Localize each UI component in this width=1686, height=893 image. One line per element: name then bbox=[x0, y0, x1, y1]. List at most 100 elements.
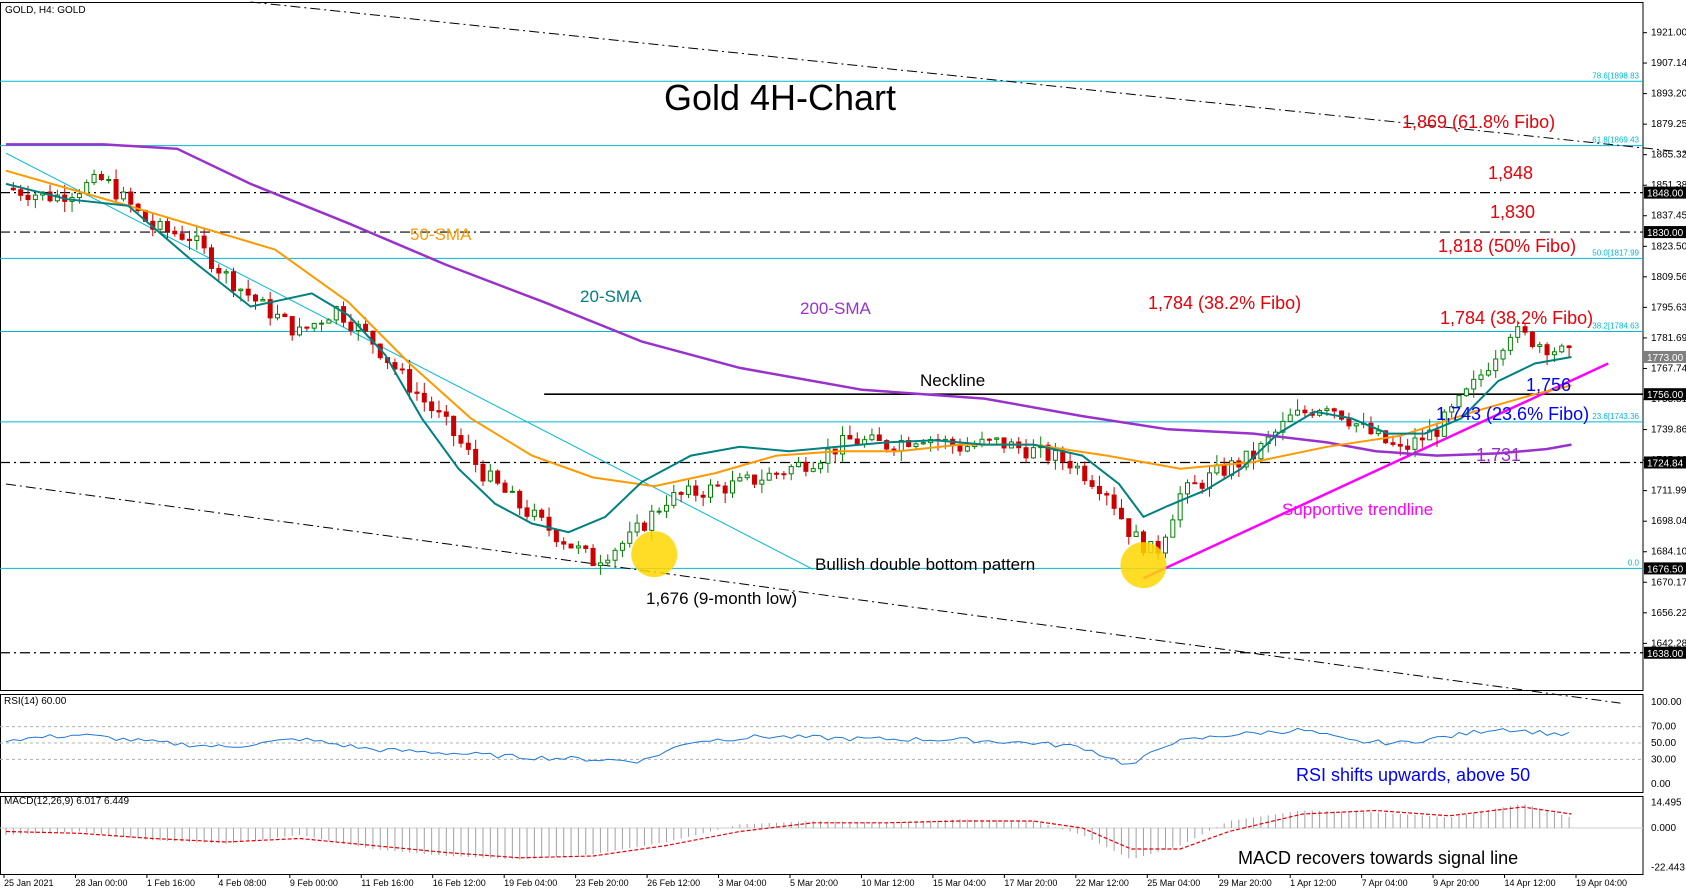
candle-body bbox=[1184, 482, 1190, 495]
candle-body bbox=[854, 438, 860, 445]
macd-tick-label: -22.443 bbox=[1651, 862, 1685, 873]
candle-body bbox=[1434, 429, 1440, 437]
time-tick-label: 5 Mar 20:00 bbox=[790, 878, 838, 888]
candle-body bbox=[1089, 480, 1095, 487]
candle-body bbox=[106, 179, 112, 182]
candle-body bbox=[91, 173, 97, 184]
annotation-fibo-382-right: 1,784 (38.2% Fibo) bbox=[1440, 308, 1593, 328]
candle-body bbox=[1118, 507, 1124, 520]
candle-body bbox=[619, 542, 625, 551]
candle-body bbox=[583, 545, 589, 549]
candle-body bbox=[98, 173, 104, 181]
rsi-tick-label: 100.00 bbox=[1651, 697, 1682, 708]
candle-body bbox=[1192, 482, 1198, 485]
candle-body bbox=[1449, 406, 1455, 413]
sma50-label: 50-SMA bbox=[410, 225, 472, 244]
candle-body bbox=[1537, 344, 1543, 347]
candle-body bbox=[1412, 437, 1418, 450]
sma200-label: 200-SMA bbox=[800, 299, 872, 318]
candle-body bbox=[128, 191, 134, 205]
candle-body bbox=[597, 562, 603, 567]
sma20-line bbox=[5, 182, 1572, 534]
time-tick-label: 10 Mar 12:00 bbox=[861, 878, 914, 888]
candle-body bbox=[803, 461, 809, 472]
candle-body bbox=[414, 391, 420, 394]
candle-body bbox=[245, 288, 251, 296]
candle-body bbox=[1133, 531, 1139, 537]
rsi-annotation: RSI shifts upwards, above 50 bbox=[1296, 765, 1530, 785]
candle-body bbox=[399, 368, 405, 371]
candle-body bbox=[517, 490, 523, 509]
candle-body bbox=[1529, 331, 1535, 347]
candle-body bbox=[649, 510, 655, 531]
candle-body bbox=[120, 191, 126, 200]
candle-body bbox=[788, 466, 794, 475]
candle-body bbox=[546, 516, 552, 531]
candle-body bbox=[1280, 420, 1286, 433]
price-box-label: 1724.84 bbox=[1647, 458, 1684, 469]
fib-level-label: 50.0[1817.99 bbox=[1592, 248, 1639, 257]
candle-body bbox=[1427, 429, 1433, 441]
candle-body bbox=[722, 485, 728, 494]
candle-body bbox=[172, 230, 178, 235]
candle-body bbox=[1500, 349, 1506, 360]
candle-body bbox=[1353, 423, 1359, 427]
candle-body bbox=[267, 299, 273, 319]
candle-body bbox=[575, 545, 581, 549]
candle-body bbox=[509, 490, 515, 493]
candle-body bbox=[1485, 370, 1491, 376]
price-tick-label: 1739.86 bbox=[1651, 425, 1686, 436]
candle-body bbox=[253, 294, 259, 302]
candle-body bbox=[275, 313, 281, 319]
macd-panel: 14.495 0.000 -22.443 bbox=[0, 798, 1685, 873]
candle-body bbox=[473, 448, 479, 465]
price-tick-label: 1684.10 bbox=[1651, 547, 1686, 558]
price-tick-label: 1823.50 bbox=[1651, 241, 1686, 252]
candle-body bbox=[10, 187, 16, 191]
candle-body bbox=[32, 194, 38, 201]
candle-body bbox=[1515, 326, 1521, 338]
macd-tick-label: 14.495 bbox=[1651, 798, 1682, 809]
candle-body bbox=[1522, 326, 1528, 333]
price-panel-frame bbox=[0, 2, 1644, 691]
candle-body bbox=[1397, 443, 1403, 447]
price-box bbox=[1644, 646, 1686, 659]
fib-level-label: 78.6[1898.83 bbox=[1592, 71, 1639, 80]
price-tick-label: 1907.14 bbox=[1651, 58, 1686, 69]
candle-body bbox=[678, 492, 684, 495]
time-tick-label: 11 Feb 16:00 bbox=[361, 878, 413, 888]
time-tick-label: 4 Feb 08:00 bbox=[218, 878, 266, 888]
candle-body bbox=[964, 446, 970, 452]
candle-body bbox=[994, 437, 1000, 440]
price-tick-label: 1795.63 bbox=[1651, 302, 1686, 313]
time-tick-label: 3 Mar 04:00 bbox=[719, 878, 767, 888]
macd-panel-frame bbox=[0, 796, 1644, 875]
fib-level-label: 0.0 bbox=[1628, 558, 1640, 567]
candle-body bbox=[752, 474, 758, 485]
candle-body bbox=[986, 438, 992, 441]
annotation-fibo-618: 1,869 (61.8% Fibo) bbox=[1402, 112, 1555, 132]
price-tick-label: 1837.45 bbox=[1651, 211, 1686, 222]
sma20-label: 20-SMA bbox=[580, 287, 642, 306]
candle-body bbox=[1419, 437, 1425, 441]
candle-body bbox=[304, 326, 310, 329]
candle-body bbox=[421, 392, 427, 403]
candle-body bbox=[744, 474, 750, 479]
annotation-fibo-236: 1,743 (23.6% Fibo) bbox=[1436, 404, 1589, 424]
candle-body bbox=[201, 235, 207, 249]
rsi-label: RSI(14) 60.00 bbox=[4, 696, 67, 707]
candle-body bbox=[1221, 464, 1227, 476]
candle-body bbox=[531, 509, 537, 517]
candle-body bbox=[1331, 408, 1337, 412]
candle-body bbox=[216, 267, 222, 274]
candle-body bbox=[634, 522, 640, 533]
price-tick-label: 1921.00 bbox=[1651, 28, 1686, 39]
double-bottom-label: Bullish double bottom pattern bbox=[815, 555, 1035, 574]
candle-body bbox=[825, 448, 831, 464]
time-tick-label: 1 Feb 16:00 bbox=[147, 878, 195, 888]
rsi-tick-label: 70.00 bbox=[1651, 722, 1676, 733]
price-tick-label: 1851.38 bbox=[1651, 180, 1686, 191]
candle-body bbox=[605, 559, 611, 564]
candle-body bbox=[781, 473, 787, 476]
symbol-label: GOLD, H4: GOLD bbox=[5, 5, 86, 16]
